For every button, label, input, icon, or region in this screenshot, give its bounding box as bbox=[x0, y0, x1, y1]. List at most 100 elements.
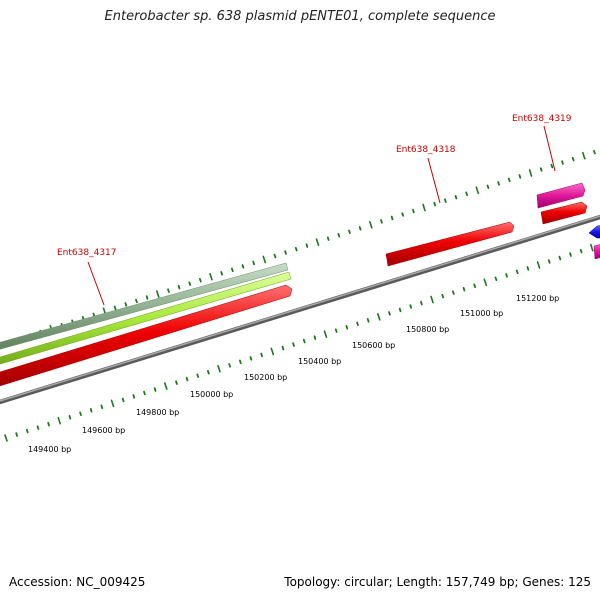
minor-tick bbox=[25, 428, 29, 434]
minor-tick bbox=[441, 293, 445, 299]
map-title: Enterobacter sp. 638 plasmid pENTE01, co… bbox=[104, 9, 496, 24]
summary-text: Topology: circular; Length: 157,749 bp; … bbox=[284, 575, 591, 589]
minor-tick bbox=[124, 302, 128, 307]
gene-label-ent638-4319[interactable]: Ent638_4319 bbox=[512, 114, 572, 124]
gene-arrow-ent638-4318[interactable] bbox=[385, 221, 515, 267]
minor-tick bbox=[561, 160, 564, 165]
minor-tick bbox=[294, 246, 298, 252]
accession-text: Accession: NC_009425 bbox=[9, 575, 146, 589]
minor-tick bbox=[579, 248, 583, 254]
backbone-line bbox=[0, 214, 600, 405]
minor-tick bbox=[305, 243, 309, 248]
minor-tick bbox=[188, 281, 192, 286]
minor-tick bbox=[443, 198, 447, 203]
minor-tick bbox=[550, 163, 554, 169]
minor-tick bbox=[366, 318, 370, 323]
minor-tick bbox=[326, 236, 330, 241]
minor-tick bbox=[121, 397, 125, 403]
minor-tick bbox=[47, 421, 50, 427]
major-tick bbox=[475, 186, 480, 195]
minor-tick bbox=[145, 295, 149, 300]
minor-tick bbox=[89, 408, 93, 413]
minor-tick bbox=[79, 411, 82, 417]
minor-tick bbox=[388, 311, 391, 316]
minor-tick bbox=[292, 342, 295, 347]
gene-arrow-ent638-4319-red[interactable] bbox=[540, 201, 588, 225]
scale-label: 149800 bp bbox=[136, 408, 179, 417]
minor-tick bbox=[507, 177, 511, 183]
inner-tick-ring bbox=[4, 243, 594, 442]
major-tick bbox=[209, 272, 213, 281]
callout-line-ent638-4319 bbox=[543, 125, 556, 172]
gene-label-ent638-4318[interactable]: Ent638_4318 bbox=[396, 145, 456, 155]
minor-tick bbox=[433, 201, 437, 207]
minor-tick bbox=[558, 255, 562, 261]
minor-tick bbox=[281, 345, 285, 351]
minor-tick bbox=[494, 276, 498, 282]
minor-tick bbox=[167, 288, 170, 293]
minor-tick bbox=[473, 283, 477, 289]
minor-tick bbox=[273, 253, 277, 259]
minor-tick bbox=[462, 286, 466, 292]
gene-arrow-gray-green[interactable] bbox=[0, 262, 289, 352]
minor-tick bbox=[465, 191, 469, 197]
major-tick bbox=[422, 203, 426, 212]
minor-tick bbox=[398, 307, 402, 313]
scale-label: 150000 bp bbox=[190, 390, 233, 399]
minor-tick bbox=[358, 226, 362, 231]
minor-tick bbox=[196, 373, 200, 378]
minor-tick bbox=[571, 156, 575, 162]
minor-tick bbox=[228, 363, 232, 368]
minor-tick bbox=[334, 328, 338, 333]
major-tick bbox=[430, 295, 434, 304]
gene-arrow-blue-edge[interactable] bbox=[588, 225, 600, 239]
minor-tick bbox=[497, 181, 500, 186]
major-tick bbox=[110, 399, 115, 408]
minor-tick bbox=[92, 312, 96, 318]
major-tick bbox=[4, 434, 8, 442]
minor-tick bbox=[238, 359, 242, 365]
gene-arrow-ent638-4319[interactable] bbox=[536, 182, 586, 209]
minor-tick bbox=[113, 305, 117, 311]
major-tick bbox=[528, 169, 533, 177]
minor-tick bbox=[15, 432, 19, 437]
minor-tick bbox=[132, 394, 136, 399]
minor-tick bbox=[593, 149, 596, 155]
major-tick bbox=[217, 364, 221, 373]
minor-tick bbox=[313, 335, 317, 340]
minor-tick bbox=[260, 352, 264, 358]
minor-tick bbox=[409, 304, 413, 309]
minor-tick bbox=[420, 300, 423, 306]
minor-tick bbox=[412, 208, 415, 214]
gene-arrow-ent638-4317[interactable] bbox=[0, 284, 293, 389]
gene-arrow-pink-edge[interactable] bbox=[593, 243, 600, 260]
major-tick bbox=[57, 416, 62, 425]
minor-tick bbox=[220, 271, 224, 276]
gene-label-ent638-4317[interactable]: Ent638_4317 bbox=[57, 248, 117, 258]
minor-tick bbox=[526, 266, 530, 271]
major-tick bbox=[589, 243, 594, 252]
scale-label: 151000 bp bbox=[460, 309, 503, 318]
major-tick bbox=[315, 238, 320, 246]
minor-tick bbox=[569, 252, 572, 257]
minor-tick bbox=[539, 167, 543, 172]
minor-tick bbox=[135, 298, 138, 304]
minor-tick bbox=[390, 215, 394, 221]
minor-tick bbox=[505, 273, 508, 278]
major-tick bbox=[368, 221, 373, 229]
major-tick bbox=[270, 347, 275, 356]
major-tick bbox=[581, 151, 586, 160]
minor-tick bbox=[515, 269, 519, 275]
major-tick bbox=[156, 290, 160, 298]
minor-tick bbox=[337, 232, 341, 238]
minor-tick bbox=[380, 219, 383, 224]
scale-label: 150800 bp bbox=[406, 325, 449, 334]
minor-tick bbox=[185, 376, 189, 382]
minor-tick bbox=[302, 338, 306, 344]
minor-tick bbox=[177, 284, 181, 290]
gene-arrow-lime[interactable] bbox=[0, 271, 292, 367]
minor-tick bbox=[345, 324, 349, 330]
major-tick bbox=[483, 278, 488, 287]
minor-tick bbox=[175, 380, 178, 385]
minor-tick bbox=[486, 184, 490, 190]
